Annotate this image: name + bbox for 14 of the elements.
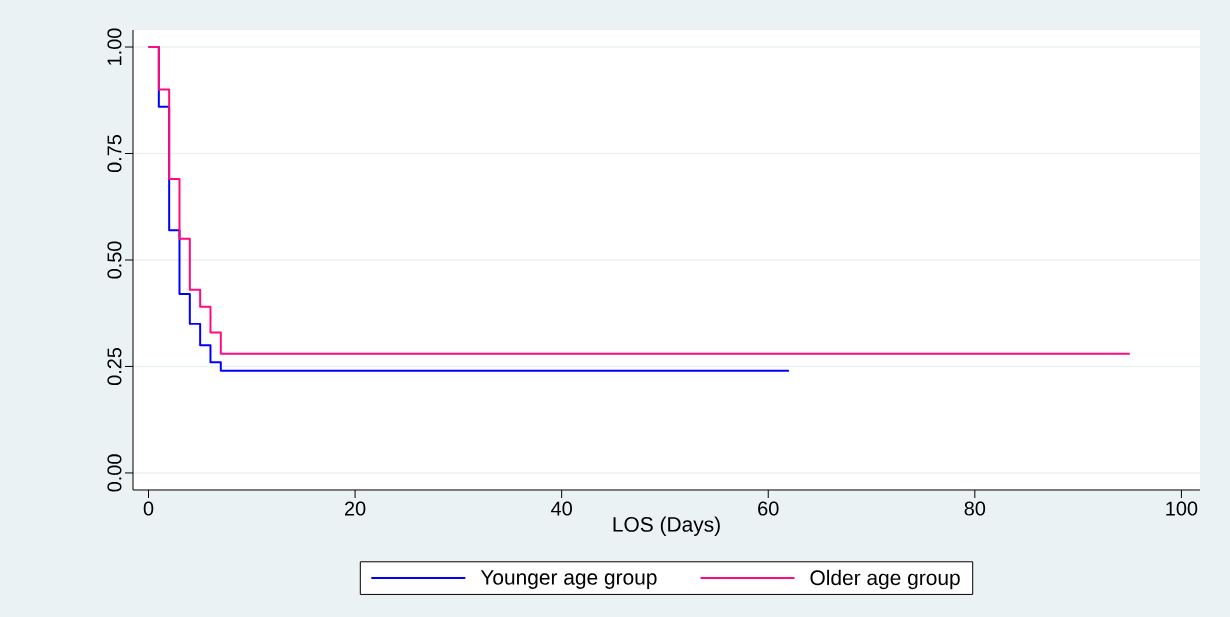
y-tick-label: 0.00 bbox=[107, 454, 122, 492]
y-tick-label: 0.50 bbox=[107, 241, 122, 279]
x-tick-label: 100 bbox=[1166, 501, 1198, 516]
y-tick-label: 0.25 bbox=[107, 347, 122, 386]
legend-label: Younger age group bbox=[480, 570, 657, 589]
x-tick-label: 40 bbox=[551, 501, 572, 516]
x-tick-label: 60 bbox=[758, 501, 779, 516]
x-tick-label: 80 bbox=[964, 501, 986, 516]
x-axis-title: LOS (Days) bbox=[613, 516, 720, 536]
y-tick-label: 1.00 bbox=[107, 28, 122, 65]
y-tick-label: 0.75 bbox=[107, 134, 122, 173]
x-tick-label: 0 bbox=[143, 501, 154, 516]
x-tick-label: 20 bbox=[345, 501, 366, 516]
legend-label: Older age group bbox=[810, 569, 960, 590]
